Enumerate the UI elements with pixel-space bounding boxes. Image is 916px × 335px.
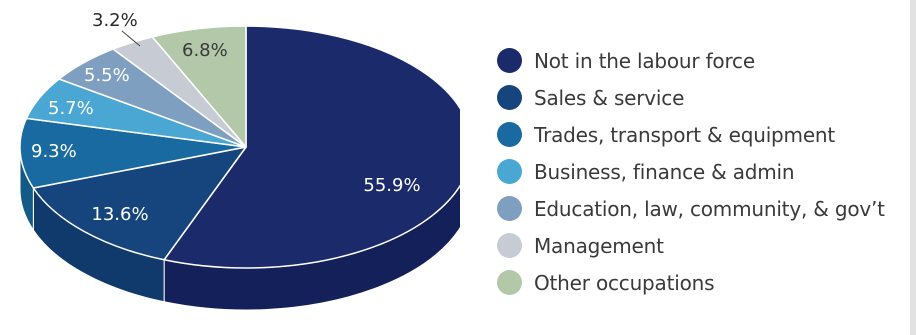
legend-swatch xyxy=(497,270,522,295)
legend-label: Trades, transport & equipment xyxy=(534,122,836,147)
legend-label: Sales & service xyxy=(534,85,685,110)
legend-swatch xyxy=(497,85,522,110)
legend-item-other-occupations: Other occupations xyxy=(497,264,885,301)
legend-swatch xyxy=(497,196,522,221)
legend-swatch xyxy=(497,159,522,184)
legend-item-business-finance: Business, finance & admin xyxy=(497,153,885,190)
pie-data-labels: 55.9% 13.6% 9.3% 5.7% 5.5% 3.2% 6.8% xyxy=(31,10,421,225)
pie-slice-sales-service xyxy=(32,146,247,261)
legend-swatch xyxy=(497,233,522,258)
legend-item-trades-transport: Trades, transport & equipment xyxy=(497,116,885,153)
pie-chart: 55.9% 13.6% 9.3% 5.7% 5.5% 3.2% 6.8% xyxy=(19,10,460,311)
legend-label: Education, law, community, & gov’t xyxy=(534,196,885,221)
legend: Not in the labour force Sales & service … xyxy=(497,42,885,301)
data-label-other-occupations: 6.8% xyxy=(182,40,228,61)
pie-slice-not-in-the-labour-force xyxy=(163,25,460,269)
data-label-management: 3.2% xyxy=(92,10,138,31)
legend-label: Management xyxy=(534,233,664,258)
pie-slice-trades-transport-equipment xyxy=(19,117,247,189)
legend-item-sales-service: Sales & service xyxy=(497,79,885,116)
pie-slice-other-occupations xyxy=(151,25,247,148)
pie-top xyxy=(19,25,460,269)
data-label-sales-service: 13.6% xyxy=(91,204,148,225)
legend-label: Not in the labour force xyxy=(534,48,755,73)
data-label-business-finance-admin: 5.7% xyxy=(48,98,94,119)
data-label-not-in-the-labour-force: 55.9% xyxy=(363,175,420,196)
legend-item-education-law: Education, law, community, & gov’t xyxy=(497,190,885,227)
legend-item-management: Management xyxy=(497,227,885,264)
leader-line-management xyxy=(121,30,141,47)
frame-edge xyxy=(910,0,916,335)
data-label-education-law-community-gov-t: 5.5% xyxy=(84,65,130,86)
legend-swatch xyxy=(497,48,522,73)
legend-swatch xyxy=(497,122,522,147)
legend-label: Other occupations xyxy=(534,270,715,295)
legend-item-not-in-labour-force: Not in the labour force xyxy=(497,42,885,79)
legend-label: Business, finance & admin xyxy=(534,159,795,184)
data-label-trades-transport-equipment: 9.3% xyxy=(31,141,77,162)
